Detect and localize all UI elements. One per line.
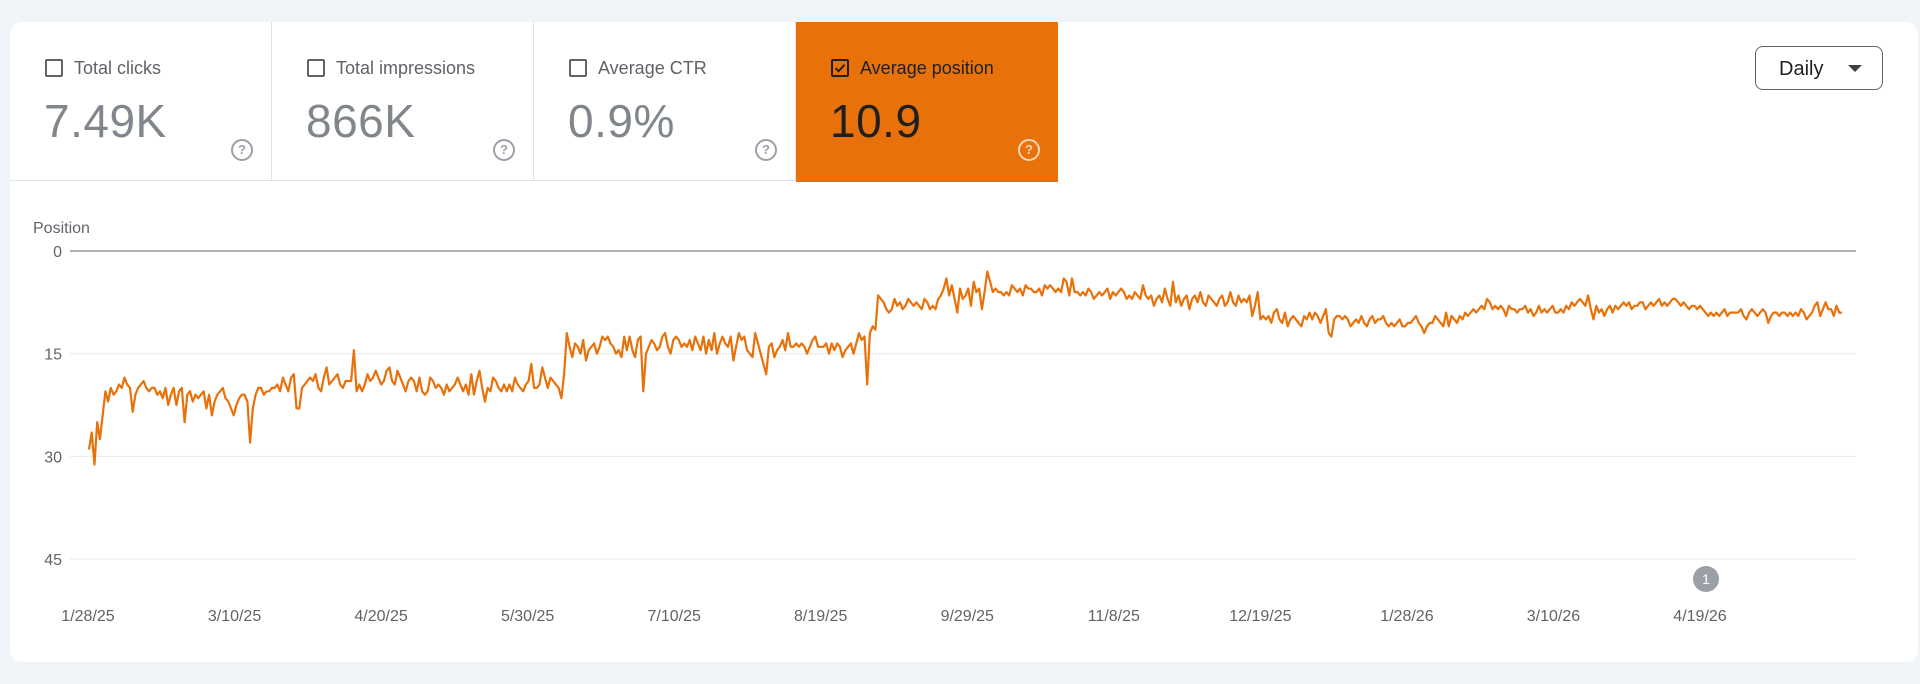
help-icon[interactable]: ? [493, 139, 515, 161]
metric-value: 7.49K [44, 95, 167, 147]
metric-average-position[interactable]: Average position 10.9 ? [796, 22, 1058, 182]
help-icon[interactable]: ? [231, 139, 253, 161]
x-tick-label: 5/30/25 [501, 608, 554, 625]
series-line-average-position [87, 270, 1842, 466]
metric-value: 0.9% [568, 95, 675, 147]
annotation-marker[interactable] [1693, 566, 1719, 592]
checkbox-icon[interactable] [307, 59, 325, 77]
y-tick-label: 0 [53, 244, 62, 261]
metric-value: 10.9 [830, 95, 922, 147]
metric-label: Average CTR [598, 58, 707, 78]
y-tick-label: 15 [44, 347, 62, 364]
metric-tabs: Total clicks 7.49K ? Total impressions 8… [10, 22, 1058, 182]
period-dropdown[interactable]: Daily [1755, 46, 1883, 90]
y-tick-label: 30 [44, 449, 62, 466]
metric-label: Average position [860, 58, 994, 78]
x-tick-label: 8/19/25 [794, 608, 847, 625]
x-tick-label: 9/29/25 [941, 608, 994, 625]
help-icon[interactable]: ? [1018, 139, 1040, 161]
metric-average-ctr[interactable]: Average CTR 0.9% ? [534, 22, 796, 181]
x-tick-label: 12/19/25 [1229, 608, 1291, 625]
performance-card: Total clicks 7.49K ? Total impressions 8… [10, 22, 1918, 662]
x-tick-label: 3/10/25 [208, 608, 261, 625]
checkbox-icon[interactable] [45, 59, 63, 77]
dropdown-arrow-icon [1848, 65, 1862, 72]
annotation-label: 1 [1702, 571, 1710, 587]
metric-value: 866K [306, 95, 416, 147]
position-chart: Position 0 15 30 45 1/28/25 3/10/25 4/20/25 5/30… [33, 220, 1856, 625]
metric-label: Total impressions [336, 58, 476, 78]
metric-total-impressions[interactable]: Total impressions 866K ? [272, 22, 534, 181]
checkbox-checked-icon[interactable] [831, 59, 849, 77]
help-icon[interactable]: ? [755, 139, 777, 161]
x-tick-label: 1/28/25 [61, 608, 114, 625]
x-tick-label: 11/8/25 [1088, 608, 1140, 625]
x-tick-label: 3/10/26 [1527, 608, 1580, 625]
y-tick-label: 45 [44, 552, 62, 569]
metric-label: Total clicks [74, 58, 162, 78]
x-tick-label: 1/28/26 [1380, 608, 1433, 625]
period-dropdown-value: Daily [1779, 58, 1824, 80]
x-tick-label: 7/10/25 [647, 608, 700, 625]
x-tick-label: 4/19/26 [1673, 608, 1726, 625]
y-axis-title: Position [33, 220, 90, 237]
metric-total-clicks[interactable]: Total clicks 7.49K ? [10, 22, 272, 181]
x-tick-label: 4/20/25 [354, 608, 407, 625]
checkbox-icon[interactable] [569, 59, 587, 77]
